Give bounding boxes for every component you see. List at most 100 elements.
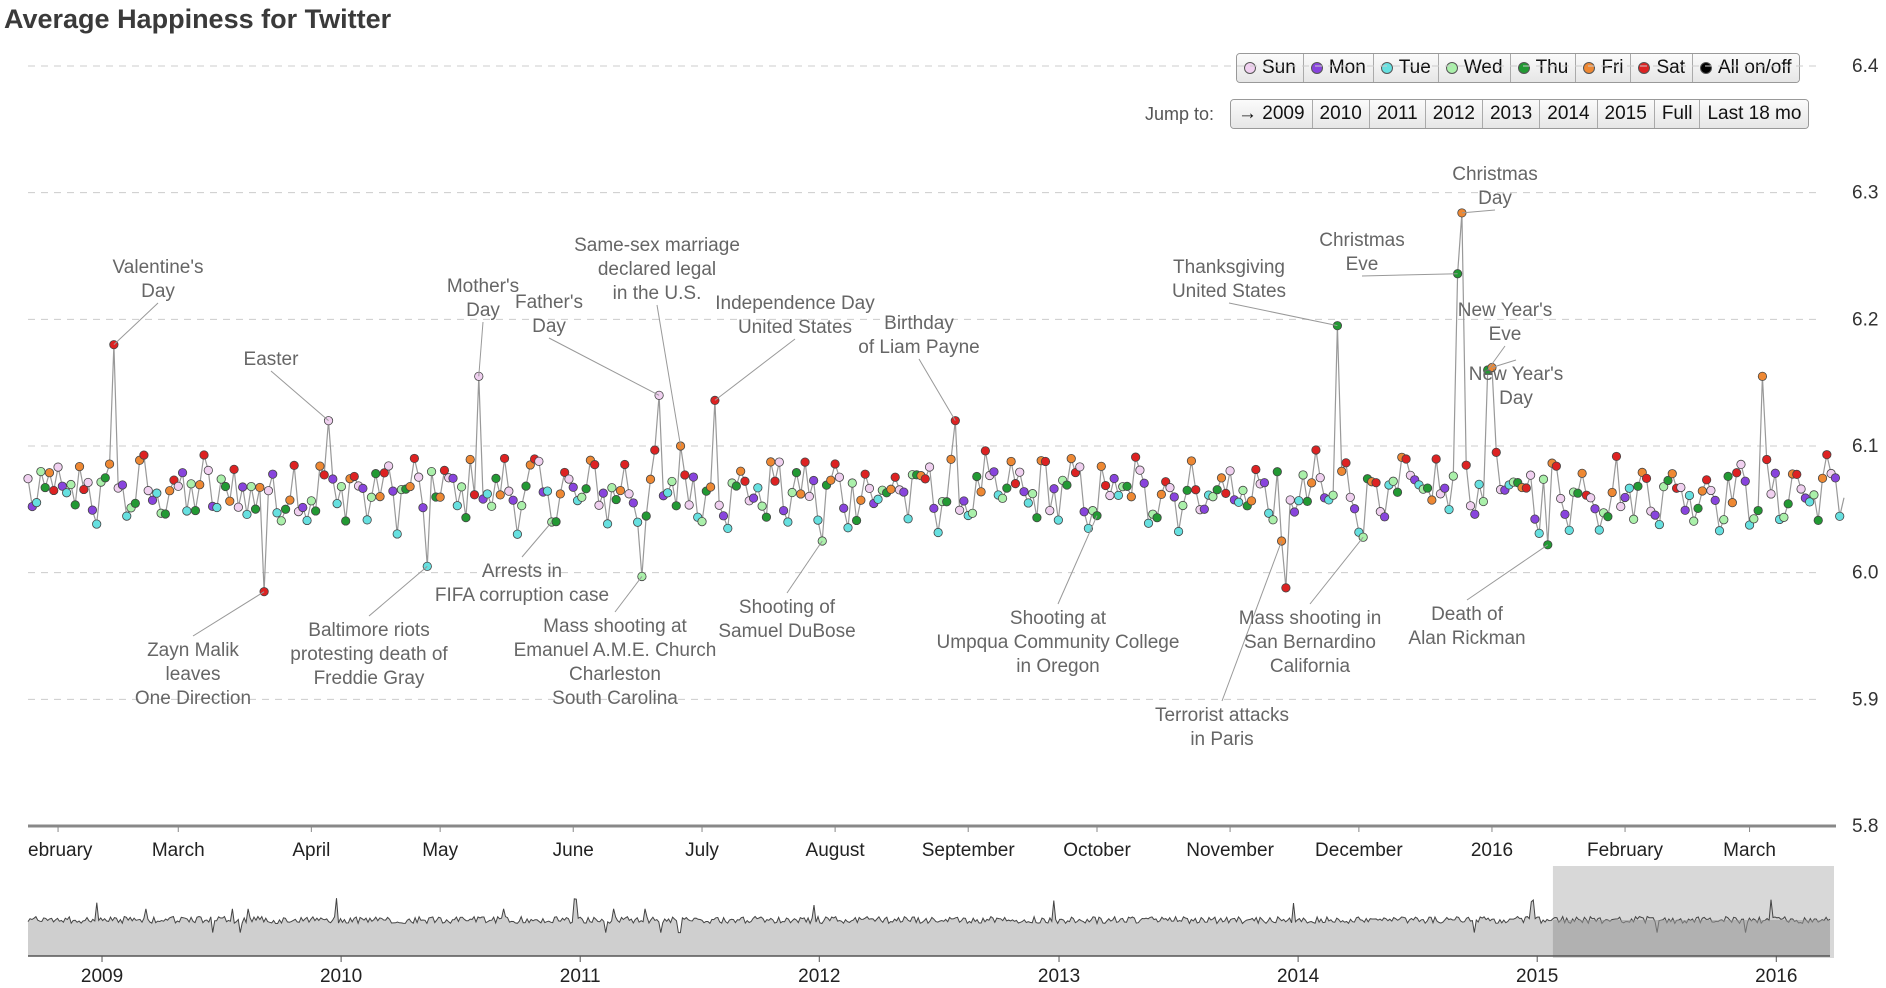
data-point <box>959 496 969 506</box>
data-point <box>233 502 243 512</box>
data-point <box>1337 466 1347 476</box>
data-point <box>684 500 694 510</box>
data-point <box>1710 495 1720 505</box>
data-point <box>1113 490 1124 500</box>
jump-button-2[interactable]: 2011 <box>1368 100 1425 128</box>
annotation-text: in the U.S. <box>613 283 702 304</box>
y-tick-label: 6.4 <box>1852 56 1879 77</box>
data-point <box>349 471 359 482</box>
day-toggle-all-on-off[interactable]: All on/off <box>1692 54 1799 82</box>
day-toggle-wed[interactable]: Wed <box>1437 54 1510 82</box>
data-point <box>1633 481 1643 491</box>
day-toggle-thu[interactable]: Thu <box>1509 54 1576 82</box>
data-point <box>392 529 402 539</box>
data-point <box>813 515 823 525</box>
data-point <box>856 495 866 505</box>
overview-chart[interactable]: 2009 2010 2011 2012 2013 2014 2015 2016 <box>27 866 1834 987</box>
overview-year-label: 2012 <box>798 966 840 987</box>
data-point <box>74 461 85 472</box>
data-point <box>1019 487 1029 497</box>
day-color-dot <box>1517 62 1530 74</box>
data-point <box>1444 504 1454 515</box>
day-toggle-mon[interactable]: Mon <box>1302 54 1373 82</box>
overview-year-label: 2009 <box>81 966 123 987</box>
annotation-text: Independence Day <box>715 293 875 314</box>
data-point <box>263 486 274 496</box>
data-point <box>405 481 415 492</box>
data-point <box>1538 474 1549 484</box>
data-point <box>1813 515 1823 525</box>
annotation-text: Mass shooting in <box>1239 608 1382 629</box>
annotation-text: Shooting at <box>1010 608 1107 629</box>
x-tick-label: July <box>685 840 719 861</box>
data-point <box>1714 526 1725 536</box>
y-tick-label: 6.1 <box>1852 436 1878 457</box>
day-toggle-sat[interactable]: Sat <box>1630 54 1692 82</box>
annotation-text: New Year's <box>1458 300 1552 321</box>
data-point <box>1199 504 1209 514</box>
data-point <box>1105 490 1115 501</box>
data-point <box>1040 456 1051 467</box>
data-point <box>465 454 475 465</box>
data-point <box>1096 461 1106 471</box>
day-toggle-fri[interactable]: Fri <box>1575 54 1631 82</box>
data-point <box>1663 475 1673 486</box>
annotation-leader <box>1221 540 1283 702</box>
data-point <box>650 445 660 455</box>
data-point <box>448 473 458 483</box>
annotation-text: California <box>1270 656 1351 677</box>
day-toggle-label: Thu <box>1535 57 1569 78</box>
jump-button-8[interactable]: Last 18 mo <box>1699 100 1809 128</box>
data-point <box>298 502 308 513</box>
data-point <box>800 457 810 467</box>
jump-button-1[interactable]: 2010 <box>1311 100 1369 128</box>
data-point <box>989 467 999 477</box>
data-point <box>929 503 939 513</box>
jump-button-5[interactable]: 2014 <box>1539 100 1597 128</box>
overview-year-label: 2013 <box>1038 966 1080 987</box>
annotation-text: Father's <box>515 292 583 313</box>
data-point <box>100 473 110 483</box>
day-toggle-label: Sun <box>1262 57 1296 78</box>
data-point <box>967 508 978 518</box>
data-point <box>886 484 896 494</box>
annotation-text: Death of <box>1431 604 1504 625</box>
data-point <box>1702 475 1712 485</box>
annotation: Zayn Malik leaves One Direction <box>135 591 265 709</box>
annotation: Baltimore riots protesting death of Freddi… <box>290 565 448 689</box>
data-point <box>551 517 561 527</box>
data-point <box>1186 456 1197 466</box>
annotation-leader <box>270 370 329 422</box>
data-point <box>899 487 909 497</box>
data-point <box>1169 492 1179 502</box>
jump-button-0[interactable]: → 2009 <box>1231 100 1312 128</box>
data-point <box>581 484 591 494</box>
day-color-dot <box>1244 62 1256 74</box>
data-point <box>1002 483 1012 493</box>
data-point <box>117 480 128 490</box>
day-toggle-tue[interactable]: Tue <box>1372 54 1438 82</box>
annotation-text: Day <box>1478 188 1512 209</box>
data-point <box>920 474 930 484</box>
jump-button-3[interactable]: 2012 <box>1424 100 1482 128</box>
jump-button-6[interactable]: 2015 <box>1596 100 1654 128</box>
jump-button-7[interactable]: Full <box>1653 100 1700 128</box>
annotation-text: in Paris <box>1190 729 1253 750</box>
day-toggle-sun[interactable]: Sun <box>1237 54 1303 82</box>
data-point <box>860 469 870 479</box>
data-point <box>1611 451 1622 462</box>
data-point <box>1238 485 1248 496</box>
data-point <box>997 493 1008 503</box>
data-point <box>1268 515 1278 525</box>
x-tick-label: June <box>553 840 594 861</box>
jump-button-4[interactable]: 2013 <box>1481 100 1540 128</box>
day-color-dot <box>1380 62 1393 74</box>
annotation-text: Eve <box>1346 254 1379 275</box>
data-point <box>302 515 312 526</box>
data-point <box>409 453 419 464</box>
data-point <box>242 509 252 520</box>
data-point <box>92 519 102 529</box>
data-point <box>1594 525 1604 535</box>
data-point <box>809 475 819 486</box>
x-tick-label: May <box>422 840 458 861</box>
